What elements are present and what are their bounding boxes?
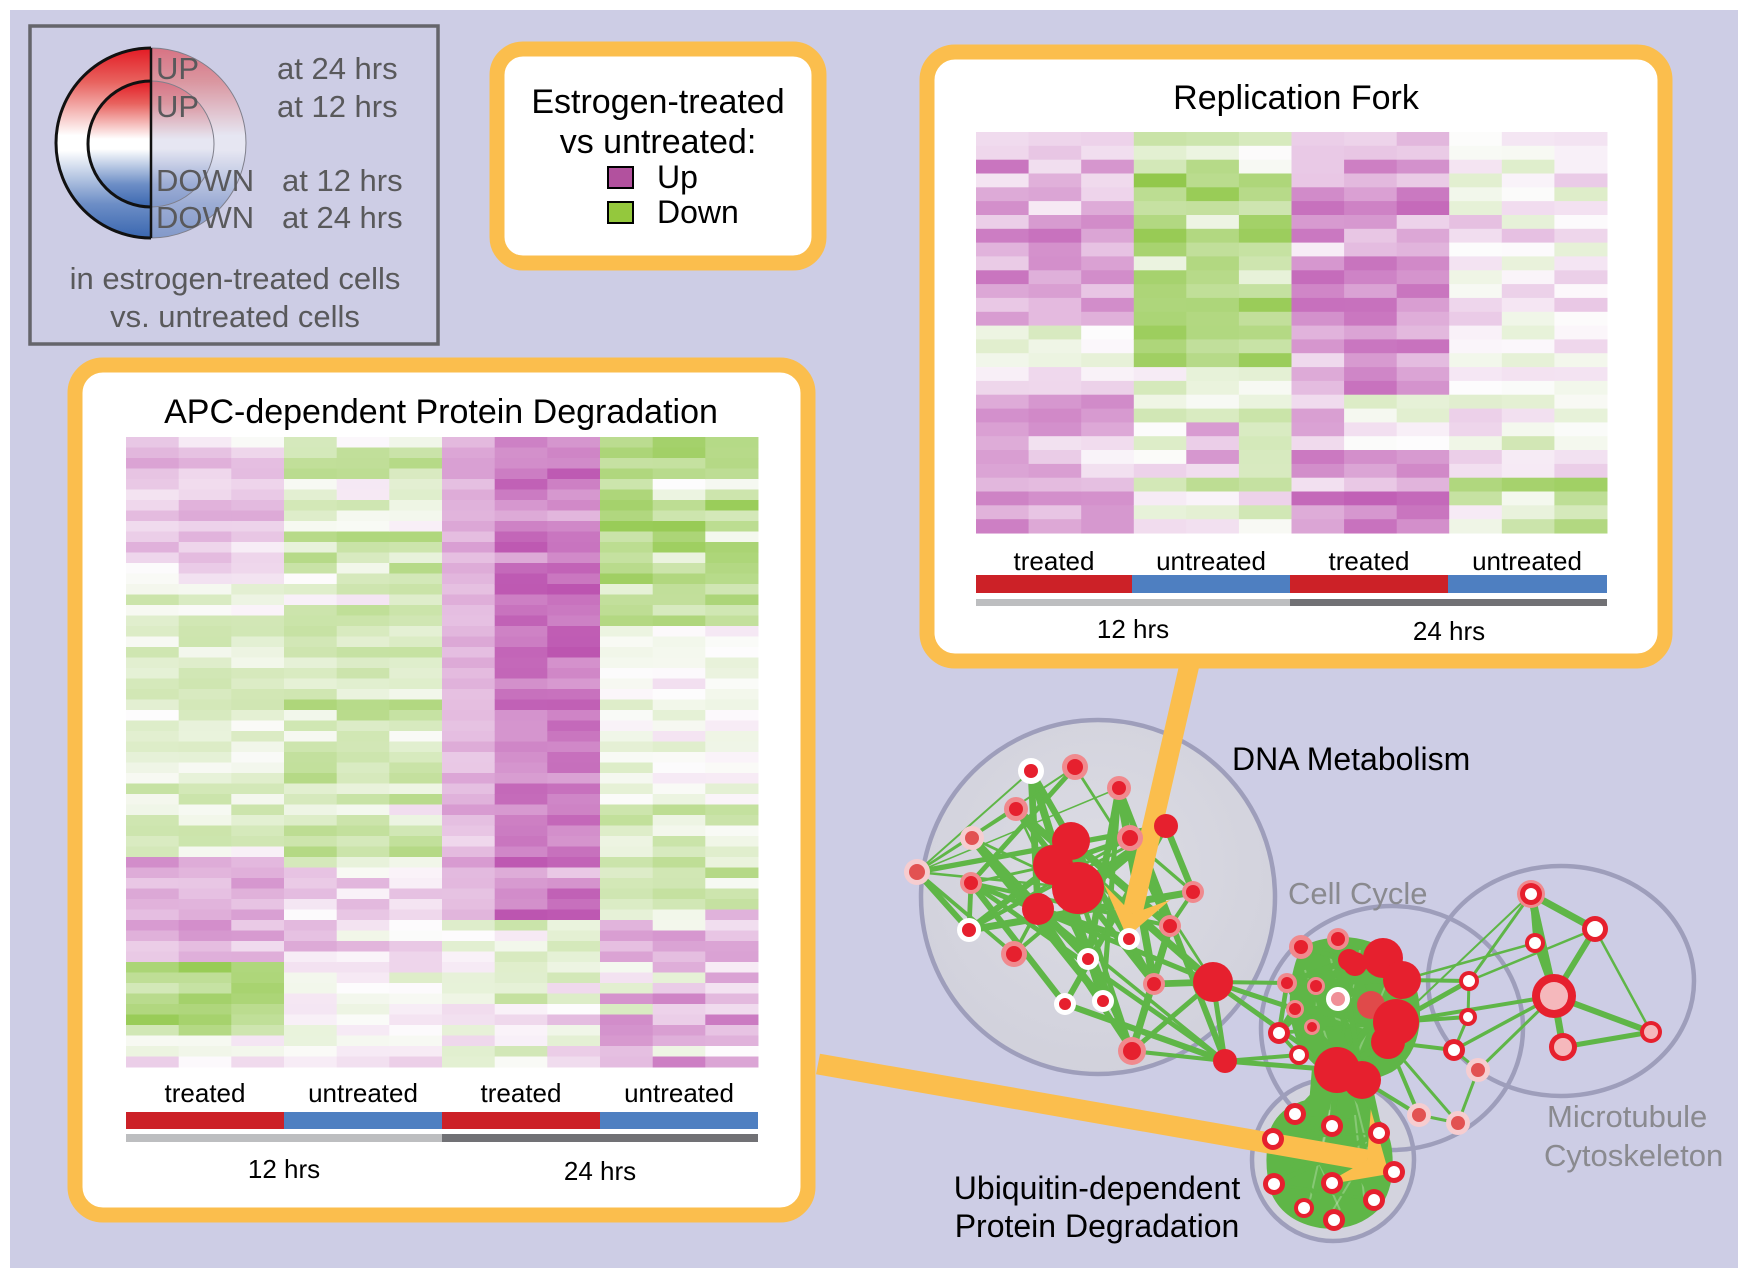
svg-text:DNA Metabolism: DNA Metabolism	[1232, 741, 1470, 777]
svg-text:Down: Down	[657, 194, 739, 230]
svg-text:untreated: untreated	[624, 1078, 734, 1108]
svg-text:Microtubule: Microtubule	[1547, 1099, 1707, 1134]
svg-text:UP: UP	[156, 51, 199, 86]
svg-text:untreated: untreated	[1472, 546, 1582, 576]
svg-text:APC-dependent Protein Degradat: APC-dependent Protein Degradation	[164, 393, 718, 431]
svg-text:DOWN: DOWN	[156, 163, 254, 198]
svg-text:treated: treated	[481, 1078, 562, 1108]
svg-text:vs untreated:: vs untreated:	[560, 123, 757, 161]
svg-text:treated: treated	[1014, 546, 1095, 576]
svg-text:Replication Fork: Replication Fork	[1173, 79, 1420, 117]
svg-text:24 hrs: 24 hrs	[1413, 616, 1485, 646]
svg-text:24 hrs: 24 hrs	[564, 1156, 636, 1186]
svg-text:treated: treated	[1329, 546, 1410, 576]
svg-text:Up: Up	[657, 159, 698, 195]
svg-text:untreated: untreated	[308, 1078, 418, 1108]
svg-text:in estrogen-treated cells: in estrogen-treated cells	[70, 261, 401, 296]
svg-text:Ubiquitin-dependent: Ubiquitin-dependent	[954, 1170, 1241, 1206]
svg-text:12 hrs: 12 hrs	[1097, 614, 1169, 644]
svg-text:treated: treated	[165, 1078, 246, 1108]
svg-text:at 24 hrs: at 24 hrs	[282, 200, 403, 235]
svg-text:DOWN: DOWN	[156, 200, 254, 235]
svg-text:vs. untreated cells: vs. untreated cells	[110, 299, 360, 334]
svg-text:untreated: untreated	[1156, 546, 1266, 576]
svg-text:at 12 hrs: at 12 hrs	[277, 89, 398, 124]
svg-text:12 hrs: 12 hrs	[248, 1154, 320, 1184]
svg-text:Protein Degradation: Protein Degradation	[955, 1208, 1240, 1244]
svg-text:Cell Cycle: Cell Cycle	[1288, 876, 1428, 911]
svg-text:UP: UP	[156, 89, 199, 124]
svg-text:Cytoskeleton: Cytoskeleton	[1544, 1138, 1723, 1173]
svg-text:at 24 hrs: at 24 hrs	[277, 51, 398, 86]
svg-text:at 12 hrs: at 12 hrs	[282, 163, 403, 198]
svg-text:Estrogen-treated: Estrogen-treated	[531, 83, 784, 121]
